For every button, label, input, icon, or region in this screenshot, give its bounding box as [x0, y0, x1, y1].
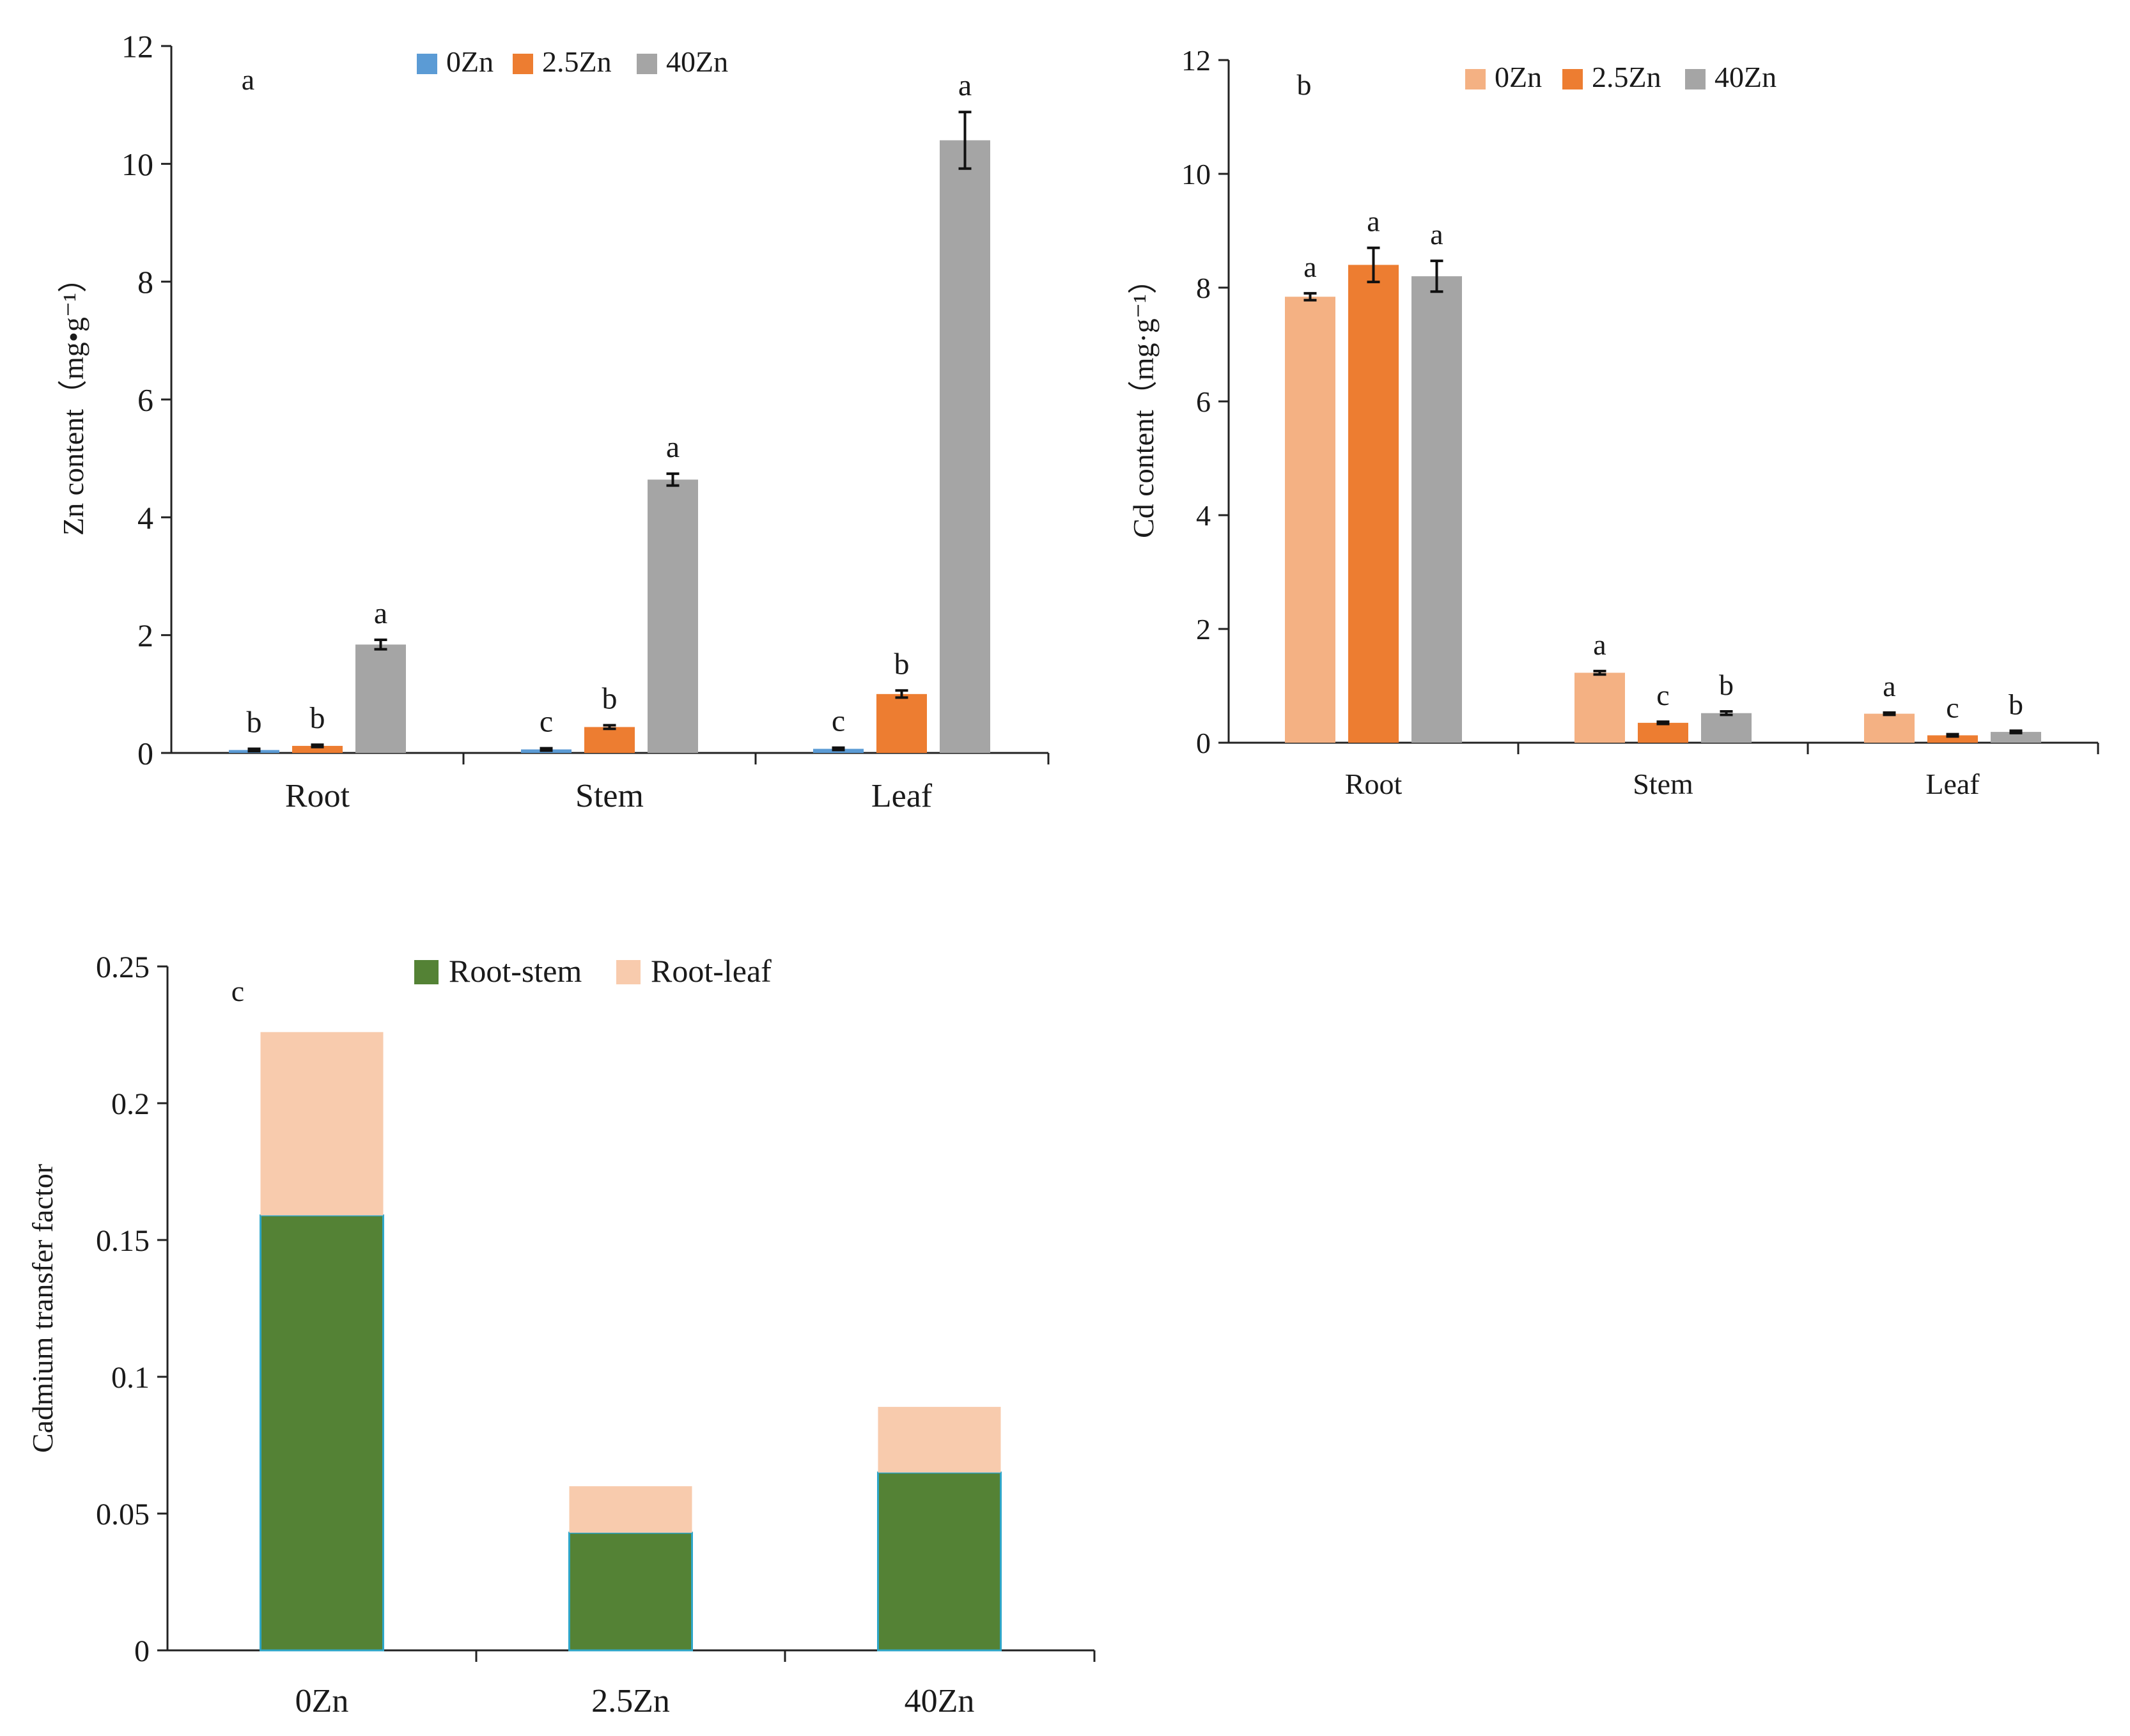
- panel-label: a: [242, 63, 254, 96]
- significance-letter: b: [602, 682, 618, 716]
- bar-25zn-root: [1348, 265, 1399, 743]
- legend-label: 0Zn: [1495, 61, 1542, 93]
- y-axis-label: Cadmium transfer factor: [26, 1164, 59, 1453]
- panel-label: c: [231, 975, 244, 1007]
- y-tick-label: 0: [137, 736, 153, 771]
- y-tick-label: 0.1: [111, 1361, 150, 1395]
- y-axis-label: Zn content（mg•g⁻¹）: [57, 263, 89, 536]
- significance-letter: c: [1656, 679, 1669, 711]
- y-tick-label: 8: [137, 264, 153, 300]
- significance-letter: a: [1883, 670, 1895, 702]
- bar-40zn-root: [355, 644, 406, 753]
- panel-label: b: [1297, 68, 1312, 101]
- significance-letter: b: [2009, 688, 2023, 720]
- legend-label: 2.5Zn: [1592, 61, 1661, 93]
- bar-root-leaf-0zn: [260, 1032, 384, 1216]
- legend-swatch-2-5zn: [1562, 69, 1583, 89]
- significance-letter: a: [958, 68, 972, 102]
- significance-letter: c: [832, 704, 845, 738]
- bar-root-leaf-25zn: [569, 1486, 692, 1533]
- y-axis-label: Cd content（mg·g⁻¹）: [1127, 265, 1160, 538]
- legend-swatch-2-5zn: [513, 54, 533, 74]
- bar-40zn-leaf: [940, 140, 990, 753]
- legend-label: Root-stem: [449, 953, 582, 989]
- significance-letter: c: [540, 705, 553, 739]
- legend-label: Root-leaf: [651, 953, 772, 989]
- legend-label: 40Zn: [1714, 61, 1776, 93]
- significance-letter: a: [374, 596, 387, 630]
- bar-40zn-root: [1411, 276, 1462, 743]
- bar-0zn-stem: [1574, 672, 1625, 743]
- bar-root-stem-40zn: [877, 1471, 1002, 1652]
- bar-25zn-leaf: [876, 694, 927, 753]
- significance-letter: a: [1430, 218, 1443, 251]
- y-tick-label: 0.05: [96, 1498, 150, 1531]
- x-category-label: 0Zn: [295, 1683, 349, 1719]
- y-tick-label: 12: [1181, 44, 1211, 77]
- legend-label: 40Zn: [666, 45, 728, 78]
- legend-swatch-root-stem: [414, 960, 439, 984]
- significance-letter: b: [310, 701, 325, 735]
- significance-letter: a: [1367, 205, 1380, 238]
- y-tick-label: 0.2: [111, 1087, 150, 1121]
- y-tick-label: 6: [1196, 385, 1211, 418]
- bar-0zn-root: [1285, 297, 1335, 743]
- y-tick-label: 12: [121, 29, 153, 65]
- y-tick-label: 0: [134, 1634, 150, 1668]
- bar-root-stem-25zn: [568, 1531, 693, 1652]
- y-tick-label: 2: [137, 617, 153, 653]
- bar-40zn-stem: [1701, 713, 1752, 743]
- y-tick-label: 10: [121, 146, 153, 182]
- x-category-label: 40Zn: [905, 1683, 975, 1719]
- x-category-label: Leaf: [1925, 768, 1980, 800]
- y-tick-label: 10: [1181, 158, 1211, 190]
- y-tick-label: 8: [1196, 272, 1211, 304]
- bar-root-leaf-40zn: [878, 1407, 1001, 1473]
- legend-label: 0Zn: [446, 45, 494, 78]
- legend-swatch-root-leaf: [616, 960, 641, 984]
- significance-letter: a: [666, 430, 680, 464]
- bar-25zn-leaf: [1927, 735, 1978, 743]
- legend-swatch-40zn: [637, 54, 657, 74]
- x-category-label: Root: [285, 778, 350, 814]
- legend-label: 2.5Zn: [542, 45, 612, 78]
- y-tick-label: 4: [137, 500, 153, 536]
- y-tick-label: 0.15: [96, 1224, 150, 1258]
- significance-letter: a: [1593, 628, 1606, 661]
- x-category-label: Root: [1345, 768, 1403, 800]
- significance-letter: b: [894, 647, 910, 681]
- x-category-label: Leaf: [871, 778, 933, 814]
- bar-25zn-stem: [584, 727, 635, 753]
- significance-letter: b: [247, 706, 262, 740]
- bar-25zn-root: [292, 745, 343, 753]
- legend-swatch-40zn: [1685, 69, 1706, 89]
- bar-root-stem-0zn: [260, 1214, 384, 1652]
- significance-letter: b: [1719, 669, 1734, 701]
- x-category-label: 2.5Zn: [591, 1683, 670, 1719]
- chart-a-zn-content: 0 2 4 6 8 10 12 Zn content（mg•g⁻¹） a Root Stem Leaf…: [57, 29, 1050, 814]
- bar-25zn-stem: [1638, 722, 1688, 743]
- legend-swatch-0zn: [417, 54, 437, 74]
- significance-letter: a: [1303, 251, 1316, 283]
- chart-c-cadmium-transfer-factor: 0 0.05 0.1 0.15 0.2 0.25 Cadmium transfer fact…: [26, 950, 1096, 1719]
- bar-40zn-stem: [648, 479, 698, 753]
- y-tick-label: 6: [137, 382, 153, 418]
- legend-swatch-0zn: [1465, 69, 1486, 89]
- x-category-label: Stem: [575, 778, 644, 814]
- chart-b-cd-content: 0 2 4 6 8 10 12 Cd content（mg·g⁻¹） b Root Stem Leaf…: [1127, 44, 2099, 800]
- y-tick-label: 0: [1196, 727, 1211, 759]
- bar-40zn-leaf: [1991, 732, 2041, 743]
- y-tick-label: 2: [1196, 613, 1211, 646]
- significance-letter: c: [1946, 692, 1959, 724]
- y-tick-label: 0.25: [96, 950, 150, 984]
- x-category-label: Stem: [1633, 768, 1693, 800]
- bar-0zn-leaf: [1864, 713, 1915, 743]
- y-tick-label: 4: [1196, 499, 1211, 532]
